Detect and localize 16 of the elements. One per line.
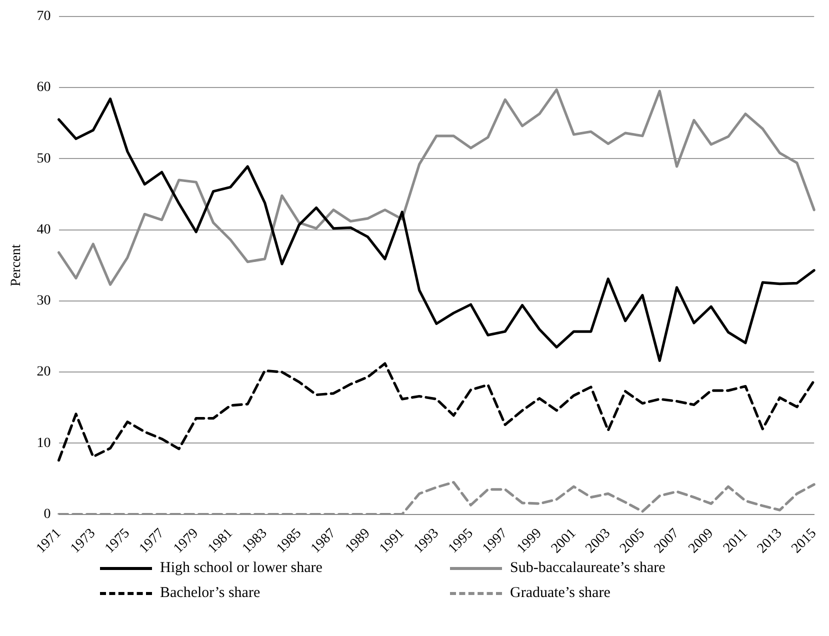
- y-tick-label: 70: [36, 9, 51, 24]
- y-tick-label: 30: [36, 294, 51, 309]
- y-tick-label: 50: [36, 151, 51, 166]
- y-tick-label: 0: [44, 506, 51, 522]
- legend-label: High school or lower share: [160, 560, 322, 577]
- y-tick-label: 10: [36, 436, 51, 451]
- y-tick-label: 40: [36, 222, 51, 238]
- y-tick-label: 60: [36, 80, 51, 96]
- line-series: [58, 481, 816, 514]
- legend-label: Graduate’s share: [510, 585, 610, 602]
- y-axis-title: Percent: [9, 244, 24, 286]
- y-tick-label: 20: [36, 364, 51, 380]
- line-series: [58, 362, 816, 462]
- legend-label: Sub-baccalaureate’s share: [510, 560, 666, 577]
- legend-label: Bachelor’s share: [160, 585, 260, 602]
- x-tick-label: 1971: [34, 526, 64, 556]
